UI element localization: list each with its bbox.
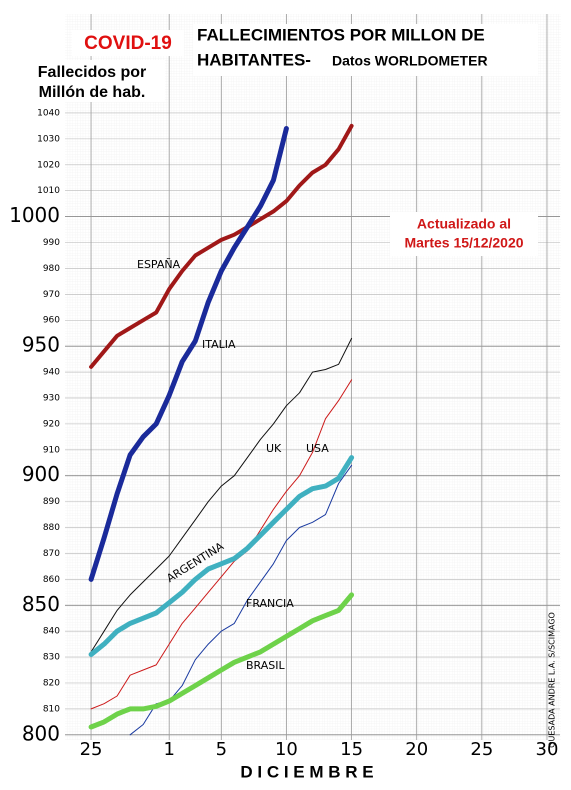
y-tick-label: 950 [22, 333, 60, 357]
badge: COVID-19 [84, 33, 172, 54]
x-axis-label: D I C I E M B R E [240, 762, 373, 781]
series-label: USA [306, 442, 329, 455]
x-tick-label: 25 [80, 739, 103, 760]
x-tick-label: 1 [163, 739, 174, 760]
annotation: Martes 15/12/2020 [404, 235, 523, 251]
y-tick-label: 1000 [9, 203, 60, 227]
y-tick-label: 980 [43, 264, 60, 274]
y-tick-label: 880 [43, 523, 60, 533]
y-tick-label: 870 [43, 549, 60, 559]
y-tick-label: 840 [43, 627, 60, 637]
series-label: UK [266, 442, 282, 455]
title: HABITANTES- [197, 50, 311, 69]
x-tick-label: 5 [216, 739, 227, 760]
y-tick-label: 890 [43, 497, 60, 507]
series-label: ESPAÑA [137, 258, 181, 271]
y-tick-label: 1040 [37, 108, 60, 118]
y-tick-label: 920 [43, 419, 60, 429]
series-line [88, 455, 355, 657]
y-label-box [20, 60, 165, 102]
y-tick-label: 960 [43, 316, 60, 326]
y-tick-label: 830 [43, 653, 60, 663]
y-tick-label: 1020 [37, 160, 60, 170]
subtitle: Datos WORLDOMETER [332, 53, 488, 69]
series-line [88, 126, 289, 582]
x-tick-label: 30 [536, 739, 559, 760]
y-tick-label: 990 [43, 238, 60, 248]
annotation: Actualizado al [417, 216, 511, 232]
x-tick-label: 15 [340, 739, 363, 760]
signature: QUESADA ANDRE L.A. S/SCIMAGO [548, 612, 557, 748]
y-axis-label: Millón de hab. [39, 84, 146, 101]
series-line [88, 592, 355, 730]
y-tick-label: 820 [43, 678, 60, 688]
x-tick-label: 20 [405, 739, 428, 760]
series-line [89, 123, 354, 369]
annotation-box [390, 212, 538, 256]
y-tick-label: 810 [43, 704, 60, 714]
y-tick-label: 940 [43, 368, 60, 378]
x-tick-label: 25 [470, 739, 493, 760]
series-label: FRANCIA [246, 597, 294, 610]
title: FALLECIMIENTOS POR MILLON DE [197, 25, 485, 44]
y-tick-label: 930 [43, 393, 60, 403]
title-box [193, 24, 538, 76]
y-tick-label: 860 [43, 575, 60, 585]
y-tick-label: 900 [22, 462, 60, 486]
badge-box [72, 30, 184, 56]
y-tick-label: 910 [43, 445, 60, 455]
y-tick-label: 850 [22, 592, 60, 616]
series-label: BRASIL [246, 659, 285, 672]
series-line [90, 379, 353, 710]
y-tick-label: 1010 [37, 186, 60, 196]
series-label: ITALIA [202, 338, 236, 351]
y-axis-label: Fallecidos por [38, 64, 146, 81]
x-tick-label: 10 [275, 739, 298, 760]
y-tick-label: 970 [43, 290, 60, 300]
series-line [90, 337, 353, 653]
y-tick-label: 800 [22, 721, 60, 745]
y-tick-label: 1030 [37, 134, 60, 144]
